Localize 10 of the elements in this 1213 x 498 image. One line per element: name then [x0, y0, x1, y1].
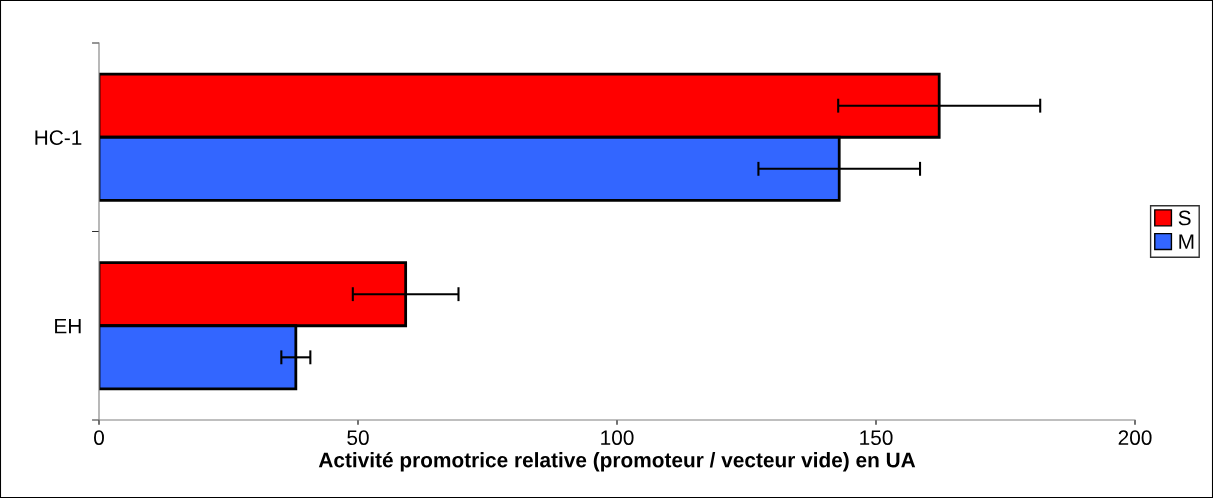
- x-tick-label: 0: [94, 430, 104, 446]
- x-tick-label: 200: [1118, 430, 1152, 446]
- legend-label: S: [1178, 210, 1191, 226]
- x-tick-label: 150: [860, 430, 893, 446]
- y-tick-label: HC-1: [35, 130, 82, 145]
- x-axis-title: Activité promotrice relative (promoteur / vecteur vide) en UA: [318, 451, 916, 472]
- y-tick-label: EH: [55, 318, 81, 334]
- legend-label: M: [1179, 234, 1194, 249]
- x-tick-label: 100: [601, 430, 634, 446]
- x-tick-label: 50: [347, 430, 369, 446]
